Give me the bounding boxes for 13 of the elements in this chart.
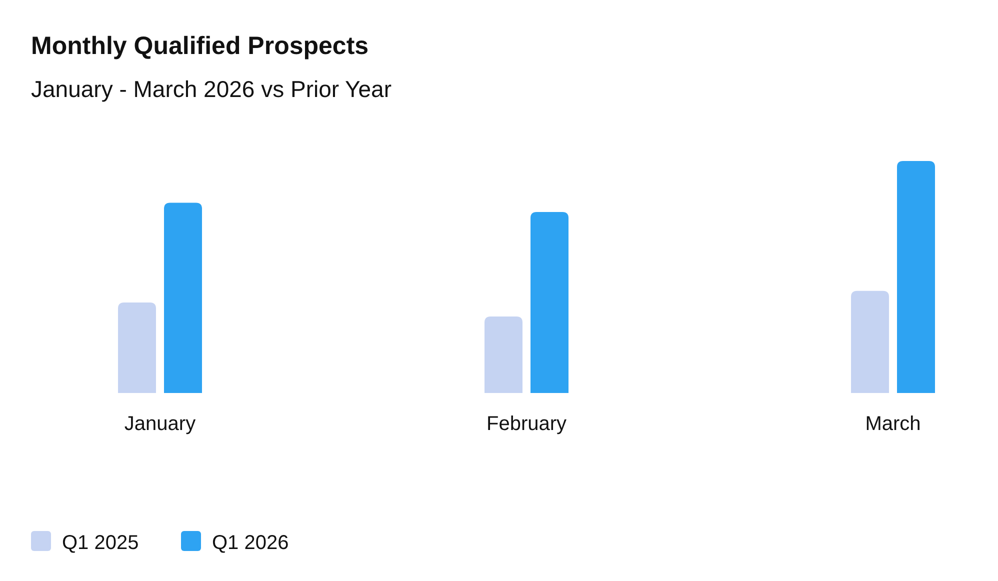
bar bbox=[118, 302, 156, 393]
chart-subtitle: January - March 2026 vs Prior Year bbox=[31, 76, 392, 102]
bar bbox=[851, 290, 889, 393]
bar bbox=[164, 202, 202, 393]
legend-label: Q1 2025 bbox=[62, 532, 139, 554]
bar bbox=[530, 212, 568, 393]
x-tick-label: February bbox=[486, 413, 567, 435]
bar bbox=[897, 161, 935, 393]
bar bbox=[484, 316, 522, 393]
chart-title: Monthly Qualified Prospects bbox=[31, 32, 369, 60]
legend-label: Q1 2026 bbox=[212, 532, 289, 554]
x-tick-label: January bbox=[124, 413, 196, 435]
x-tick-label: March bbox=[865, 413, 921, 435]
